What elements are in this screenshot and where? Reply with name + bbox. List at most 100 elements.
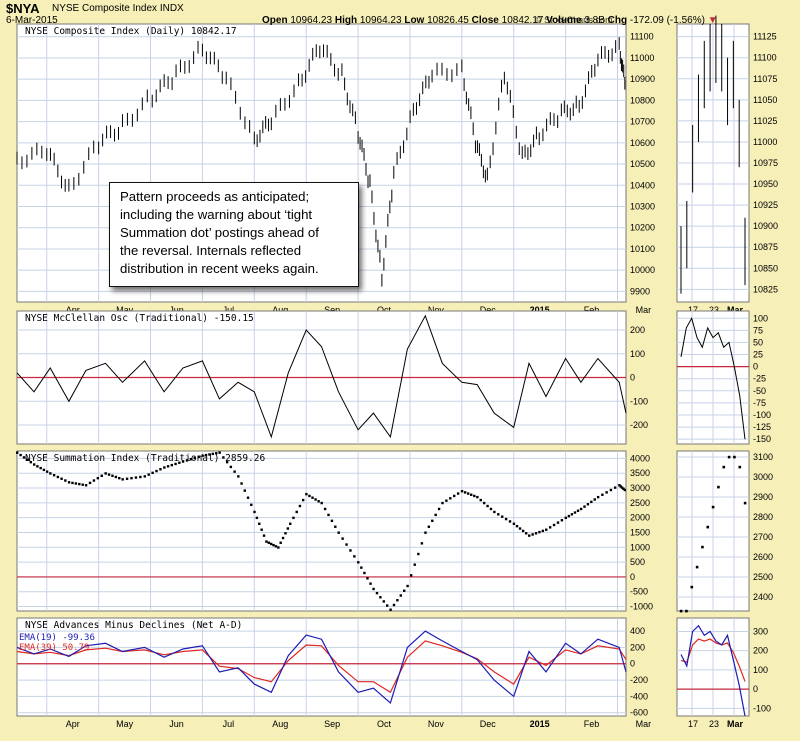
close-label: Close (471, 15, 499, 26)
x-tick-label: 2015 (530, 719, 550, 729)
y-tick-label: -200 (630, 675, 648, 685)
summation-dot (518, 527, 522, 530)
summation-dot (512, 522, 516, 525)
summation-dot (208, 453, 211, 456)
low-label: Low (404, 15, 425, 26)
summation-dot (139, 475, 142, 479)
summation-dot (147, 473, 150, 476)
high-value: 10964.23 (359, 15, 402, 26)
legend-ema39: EMA(39) 50.79 (19, 643, 89, 653)
inset-summation-dot (679, 609, 683, 613)
y-tick-label: 10200 (630, 223, 655, 233)
summation-dot (504, 517, 508, 521)
summation-dot (204, 453, 208, 457)
summation-dot (272, 543, 275, 547)
legend-ema19: EMA(19) -99.36 (19, 633, 95, 643)
inset-y-tick-label: 11125 (753, 32, 777, 42)
inset-y-tick-label: 75 (753, 325, 763, 335)
brand-watermark: © StockCharts.com (535, 15, 613, 25)
summation-dot (81, 483, 84, 486)
summation-dot (305, 492, 308, 496)
x-tick-label: Feb (584, 305, 600, 315)
open-label: Open (262, 15, 288, 26)
down-arrow-icon: ▼ (707, 15, 718, 26)
summation-dot (528, 534, 531, 537)
inset-y-tick-label: 11050 (753, 95, 777, 105)
summation-dot (618, 484, 621, 487)
summation-dot (229, 465, 233, 469)
summation-dot (623, 488, 627, 492)
inset-summation-dot (722, 465, 726, 469)
y-tick-label: 10400 (630, 180, 655, 190)
inset-y-tick-label: 300 (753, 626, 768, 636)
y-tick-label: 10300 (630, 202, 655, 212)
inset-x-tick-label: 23 (709, 305, 719, 315)
summation-dot (466, 492, 470, 495)
ad-line-ema19 (16, 630, 627, 704)
summation-dot (392, 603, 396, 607)
summation-dot (284, 532, 287, 535)
summation-dot (163, 466, 166, 469)
y-tick-label: 10100 (630, 244, 655, 254)
summation-dot (413, 563, 416, 566)
summation-dot (170, 463, 174, 467)
x-tick-label: Jun (169, 719, 184, 729)
summation-dot (369, 582, 372, 585)
summation-dot (308, 494, 311, 498)
summation-dot (463, 491, 467, 494)
summation-dot (279, 541, 282, 544)
summation-dot (620, 486, 624, 489)
annotation-line: distribution in recent weeks again. (120, 261, 319, 276)
inset-y-tick-label: 10825 (753, 284, 778, 294)
summation-dot (159, 468, 162, 471)
y-tick-label: 400 (630, 626, 645, 636)
summation-dot (593, 498, 596, 501)
x-tick-label: Oct (377, 719, 392, 729)
summation-dot (240, 482, 243, 485)
summation-dot (96, 476, 100, 480)
inset-summation-dot (701, 545, 704, 549)
summation-dot (327, 513, 330, 517)
inset-y-tick-label: -25 (753, 374, 766, 384)
summation-dot (181, 460, 185, 463)
summation-dot (479, 498, 482, 502)
x-tick-label: Apr (66, 719, 80, 729)
x-tick-label: Apr (66, 305, 80, 315)
summation-dot (60, 477, 63, 480)
summation-dot (583, 505, 586, 508)
summation-dot (267, 541, 270, 544)
y-tick-label: 9900 (630, 286, 650, 296)
chg-value: -172.09 (-1.56%) (629, 15, 705, 26)
y-tick-label: 11100 (630, 32, 654, 42)
summation-dot (237, 475, 240, 478)
y-tick-label: 0 (630, 659, 635, 669)
inset-x-tick-label: 17 (688, 305, 698, 315)
inset-y-tick-label: 11100 (753, 53, 777, 63)
summation-dot (521, 529, 525, 533)
summation-dot (292, 516, 295, 520)
summation-dot (274, 545, 278, 548)
x-tick-label: Jul (223, 719, 235, 729)
summation-dot (456, 492, 460, 495)
open-value: 10964.23 (290, 15, 333, 26)
summation-dot (363, 571, 366, 575)
summation-dot (134, 476, 138, 479)
high-label: High (334, 15, 358, 26)
y-tick-label: 100 (630, 349, 645, 359)
summation-dot (197, 455, 200, 459)
summation-dot (613, 486, 617, 489)
summation-dot (538, 530, 541, 534)
summation-dot (88, 481, 92, 485)
summation-dot (605, 491, 608, 494)
summation-dot (218, 451, 221, 454)
inset-y-tick-label: 2500 (753, 572, 773, 582)
summation-dot (382, 600, 385, 603)
inset-osc-line (680, 316, 746, 440)
summation-dot (243, 489, 247, 492)
summation-dot (320, 501, 323, 505)
summation-dot (16, 451, 19, 454)
x-tick-label: Nov (428, 719, 445, 729)
summation-dot (349, 549, 352, 552)
annotation-line: including the warning about ‘tight (120, 207, 313, 222)
y-tick-label: 200 (630, 642, 645, 652)
